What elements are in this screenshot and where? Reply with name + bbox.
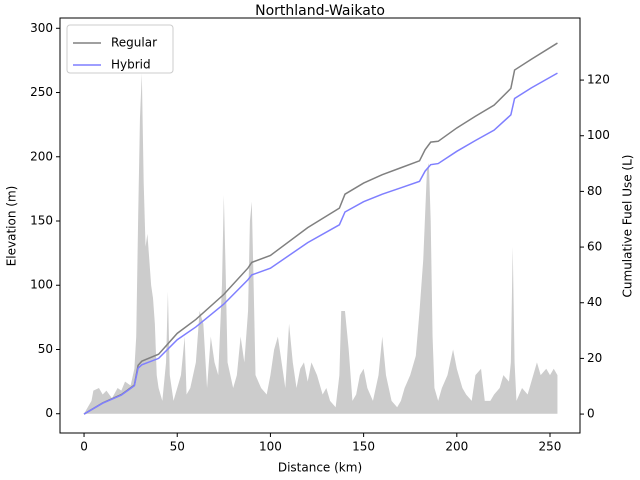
fuel-line <box>83 42 558 415</box>
y-tick-label: 250 <box>30 85 53 99</box>
chart-title: Northland-Waikato <box>255 3 385 19</box>
y2-tick-label: 20 <box>587 351 602 365</box>
x-tick-label: 50 <box>170 440 185 454</box>
y2-tick-label: 60 <box>587 240 602 254</box>
legend-label: Hybrid <box>111 58 151 72</box>
x-axis-label: Distance (km) <box>278 461 362 475</box>
y-tick-label: 100 <box>30 278 53 292</box>
legend-label: Regular <box>111 36 157 50</box>
legend-box <box>66 24 174 74</box>
y2-axis-label: Cumulative Fuel Use (L) <box>621 155 635 298</box>
y2-tick-label: 120 <box>587 73 610 87</box>
x-tick-label: 150 <box>352 440 375 454</box>
y2-tick-label: 80 <box>587 184 602 198</box>
y-tick-label: 150 <box>30 214 53 228</box>
elevation-area <box>84 73 558 414</box>
y-tick-label: 300 <box>30 21 53 35</box>
x-tick-label: 0 <box>80 440 88 454</box>
y2-tick-label: 40 <box>587 295 602 309</box>
x-tick-label: 250 <box>539 440 562 454</box>
y2-tick-label: 0 <box>587 407 595 421</box>
y-tick-label: 50 <box>38 342 53 356</box>
y-tick-label: 0 <box>45 406 53 420</box>
y-tick-label: 200 <box>30 149 53 163</box>
y2-tick-label: 100 <box>587 128 610 142</box>
x-tick-label: 200 <box>445 440 468 454</box>
x-tick-label: 100 <box>259 440 282 454</box>
fuel-line <box>83 72 558 415</box>
y-axis-label: Elevation (m) <box>5 186 19 267</box>
plot-frame <box>59 17 581 434</box>
